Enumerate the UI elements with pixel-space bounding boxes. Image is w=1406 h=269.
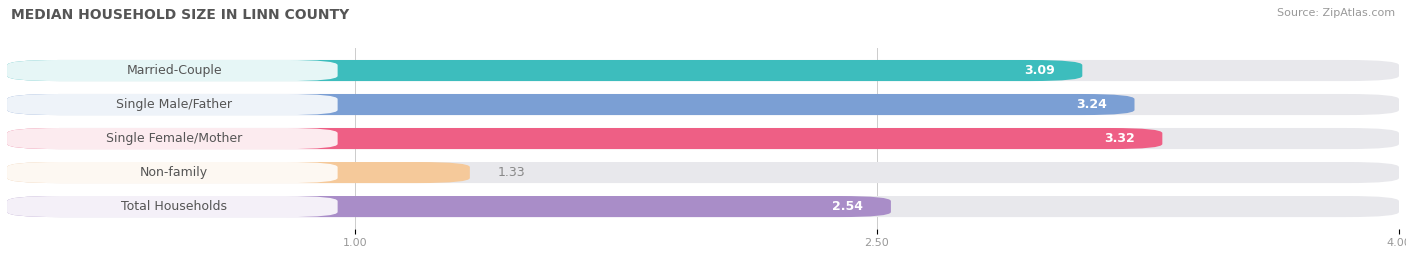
FancyBboxPatch shape [7, 60, 1399, 81]
FancyBboxPatch shape [7, 60, 337, 81]
FancyBboxPatch shape [7, 94, 1135, 115]
FancyBboxPatch shape [7, 162, 1399, 183]
FancyBboxPatch shape [7, 128, 1163, 149]
FancyBboxPatch shape [7, 128, 337, 149]
FancyBboxPatch shape [7, 196, 1399, 217]
Text: 3.32: 3.32 [1104, 132, 1135, 145]
FancyBboxPatch shape [7, 196, 891, 217]
FancyBboxPatch shape [7, 196, 337, 217]
Text: MEDIAN HOUSEHOLD SIZE IN LINN COUNTY: MEDIAN HOUSEHOLD SIZE IN LINN COUNTY [11, 8, 350, 22]
Text: 3.24: 3.24 [1076, 98, 1107, 111]
Text: Total Households: Total Households [121, 200, 226, 213]
FancyBboxPatch shape [7, 94, 1399, 115]
Text: Married-Couple: Married-Couple [127, 64, 222, 77]
Text: Single Male/Father: Single Male/Father [117, 98, 232, 111]
FancyBboxPatch shape [7, 162, 470, 183]
FancyBboxPatch shape [7, 128, 1399, 149]
FancyBboxPatch shape [7, 162, 337, 183]
Text: Non-family: Non-family [141, 166, 208, 179]
Text: 1.33: 1.33 [498, 166, 526, 179]
Text: 3.09: 3.09 [1024, 64, 1054, 77]
FancyBboxPatch shape [7, 60, 1083, 81]
Text: 2.54: 2.54 [832, 200, 863, 213]
FancyBboxPatch shape [7, 94, 337, 115]
Text: Source: ZipAtlas.com: Source: ZipAtlas.com [1277, 8, 1395, 18]
Text: Single Female/Mother: Single Female/Mother [105, 132, 242, 145]
